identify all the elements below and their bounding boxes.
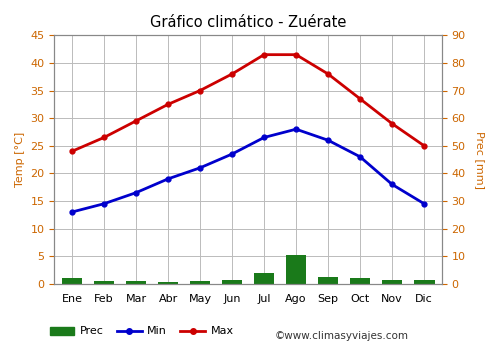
Bar <box>222 280 242 284</box>
Bar <box>382 280 402 284</box>
Bar <box>126 281 146 284</box>
Y-axis label: Temp [°C]: Temp [°C] <box>15 132 25 187</box>
Bar <box>94 281 114 284</box>
Bar <box>350 278 370 284</box>
Bar <box>158 282 178 284</box>
Text: ©www.climasyviajes.com: ©www.climasyviajes.com <box>275 331 409 341</box>
Bar <box>414 280 434 284</box>
Bar <box>62 278 82 284</box>
Bar <box>286 255 306 284</box>
Legend: Prec, Min, Max: Prec, Min, Max <box>46 322 238 341</box>
Y-axis label: Prec [mm]: Prec [mm] <box>475 131 485 189</box>
Bar <box>254 273 274 284</box>
Bar <box>318 277 338 284</box>
Title: Gráfico climático - Zuérate: Gráfico climático - Zuérate <box>150 15 346 30</box>
Bar <box>190 281 210 284</box>
